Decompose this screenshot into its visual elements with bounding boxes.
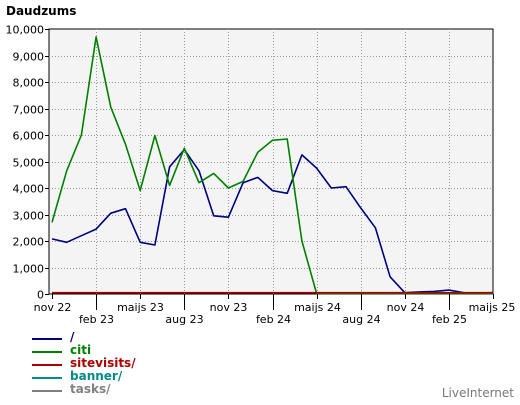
series-lines <box>51 36 494 295</box>
y-tick-label: 7,000 <box>13 104 45 117</box>
legend-item-tasks[interactable]: tasks/ <box>32 382 232 397</box>
y-tick-label: 0 <box>37 289 44 302</box>
x-tick-label: nov 24 <box>387 301 425 314</box>
x-tick-label: feb 25 <box>432 313 467 326</box>
legend-label-banner: banner/ <box>70 369 123 383</box>
x-tick-label: feb 24 <box>256 313 291 326</box>
x-tick-label: maijs 24 <box>294 301 341 314</box>
x-tick-label: aug 23 <box>165 313 203 326</box>
x-tick-label: nov 22 <box>34 301 72 314</box>
legend-label-tasks: tasks/ <box>70 382 111 396</box>
x-tick-label: aug 24 <box>342 313 380 326</box>
y-tick-label: 3,000 <box>13 210 45 223</box>
legend-label-citi: citi <box>70 343 92 357</box>
y-tick-label: 9,000 <box>13 51 45 64</box>
legend-item-citi[interactable]: citi <box>32 343 232 358</box>
legend-label-root: / <box>70 330 75 344</box>
legend-item-root[interactable]: / <box>32 330 232 345</box>
legend: / citi sitevisits/ banner/ tasks/ <box>32 330 232 397</box>
y-tick-label: 4,000 <box>13 183 45 196</box>
y-tick-label: 5,000 <box>13 157 45 170</box>
y-tick-label: 1,000 <box>13 263 45 276</box>
legend-item-sitevisits[interactable]: sitevisits/ <box>32 356 232 371</box>
x-tick-label: feb 23 <box>79 313 114 326</box>
x-tick-label: maijs 25 <box>469 301 516 314</box>
y-tick-label: 6,000 <box>13 130 45 143</box>
plot-area <box>48 28 494 295</box>
series-line-0 <box>51 148 494 294</box>
legend-swatch-root <box>32 338 62 340</box>
legend-swatch-banner <box>32 377 62 379</box>
x-tick-label: maijs 23 <box>117 301 164 314</box>
legend-item-banner[interactable]: banner/ <box>32 369 232 384</box>
brand-label[interactable]: LiveInternet <box>441 386 514 400</box>
y-tick-label: 2,000 <box>13 236 45 249</box>
chart-title: Daudzums <box>6 4 76 18</box>
legend-swatch-citi <box>32 351 62 353</box>
legend-label-sitevisits: sitevisits/ <box>70 356 136 370</box>
y-tick-label: 8,000 <box>13 77 45 90</box>
y-tick-label: 10,000 <box>6 24 45 37</box>
chart: Daudzums 0 1,000 2,000 3,000 4,000 5,000 6,000… <box>6 4 516 326</box>
legend-swatch-sitevisits <box>32 364 62 366</box>
legend-swatch-tasks <box>32 390 62 392</box>
y-axis-ticks: 0 1,000 2,000 3,000 4,000 5,000 6,000 7,000 8,00… <box>6 24 49 302</box>
x-tick-label: nov 23 <box>210 301 248 314</box>
